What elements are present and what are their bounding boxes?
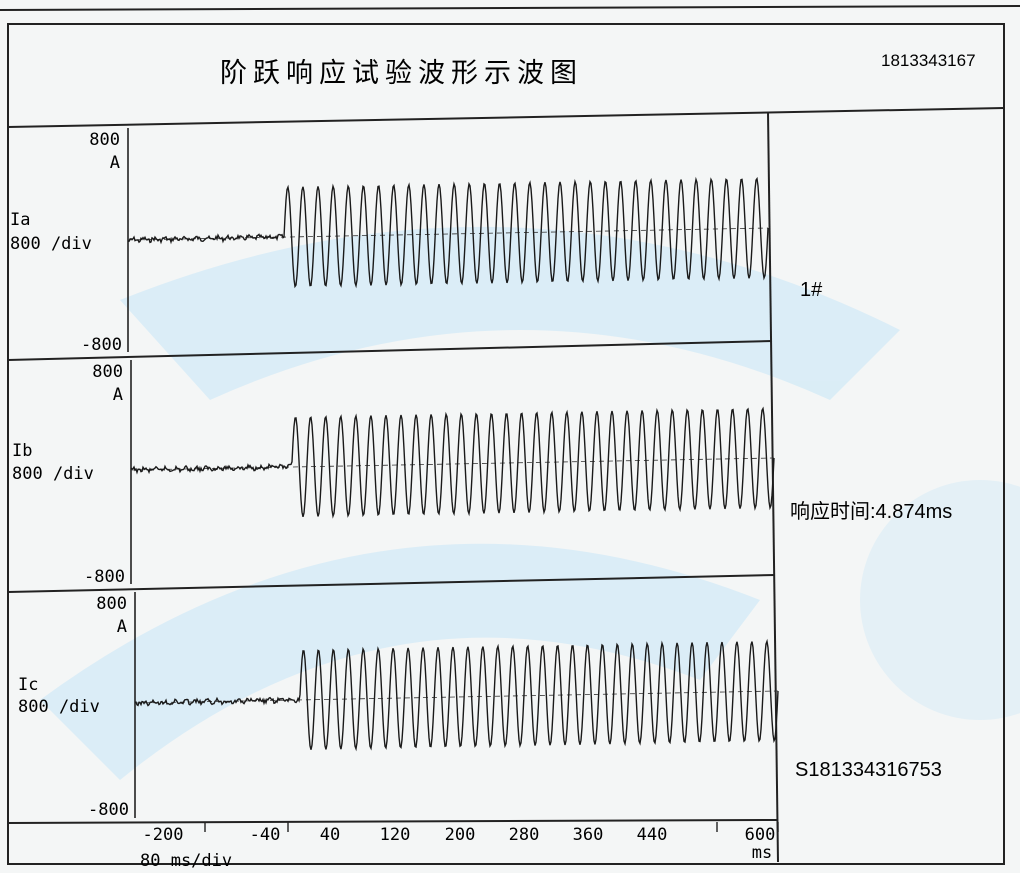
y-min-label: -800 (84, 567, 125, 587)
channel-name-label: Ib (12, 441, 32, 461)
unit-a-label: A (110, 153, 120, 173)
x-tick-label: 40 (320, 825, 340, 845)
serial-bottom: S181334316753 (795, 759, 942, 781)
unit-a-label: A (117, 617, 127, 637)
x-tick-label: 600 (745, 825, 776, 845)
y-max-label: 800 (89, 130, 120, 150)
channel-ib: 800 A Ib 800 /div -800 (12, 360, 775, 587)
x-tick-label: -200 (143, 825, 184, 845)
x-tick-label: 200 (445, 825, 476, 845)
zero-line (130, 457, 775, 471)
y-max-label: 800 (92, 362, 123, 382)
serial-top: 1813343167 (881, 51, 976, 70)
waveform-ic (134, 638, 779, 752)
channel-name-label: Ia (10, 210, 30, 230)
waveform-ia (127, 176, 769, 289)
waveform-ib (130, 406, 775, 519)
frame (0, 5, 1020, 865)
div-label: 800 /div (12, 464, 94, 484)
x-unit-label: ms (752, 843, 772, 863)
response-time: 响应时间:4.874ms (790, 500, 952, 523)
channels: 800 A Ia 800 /div -800 800 A Ib 800 /div -800 800 A… (10, 128, 779, 820)
div-label: 800 /div (18, 697, 100, 717)
zero-line (134, 690, 779, 704)
y-min-label: -800 (81, 335, 122, 355)
chart-title: 阶跃响应试验波形示波图 (220, 58, 583, 89)
div-label: 800 /div (10, 234, 92, 254)
x-scale-label: 80 ms/div (140, 851, 232, 871)
unit-a-label: A (113, 385, 123, 405)
x-tick-label: 280 (509, 825, 540, 845)
y-max-label: 800 (96, 594, 127, 614)
channel-name-label: Ic (18, 675, 38, 695)
x-tick-label: 360 (573, 825, 604, 845)
x-tick-label: 120 (380, 825, 411, 845)
unit-label: 1# (800, 279, 823, 301)
x-tick-label: -40 (250, 825, 281, 845)
zero-line (127, 227, 769, 241)
x-tick-label: 440 (637, 825, 668, 845)
channel-ia: 800 A Ia 800 /div -800 (10, 128, 769, 355)
y-min-label: -800 (88, 800, 129, 820)
